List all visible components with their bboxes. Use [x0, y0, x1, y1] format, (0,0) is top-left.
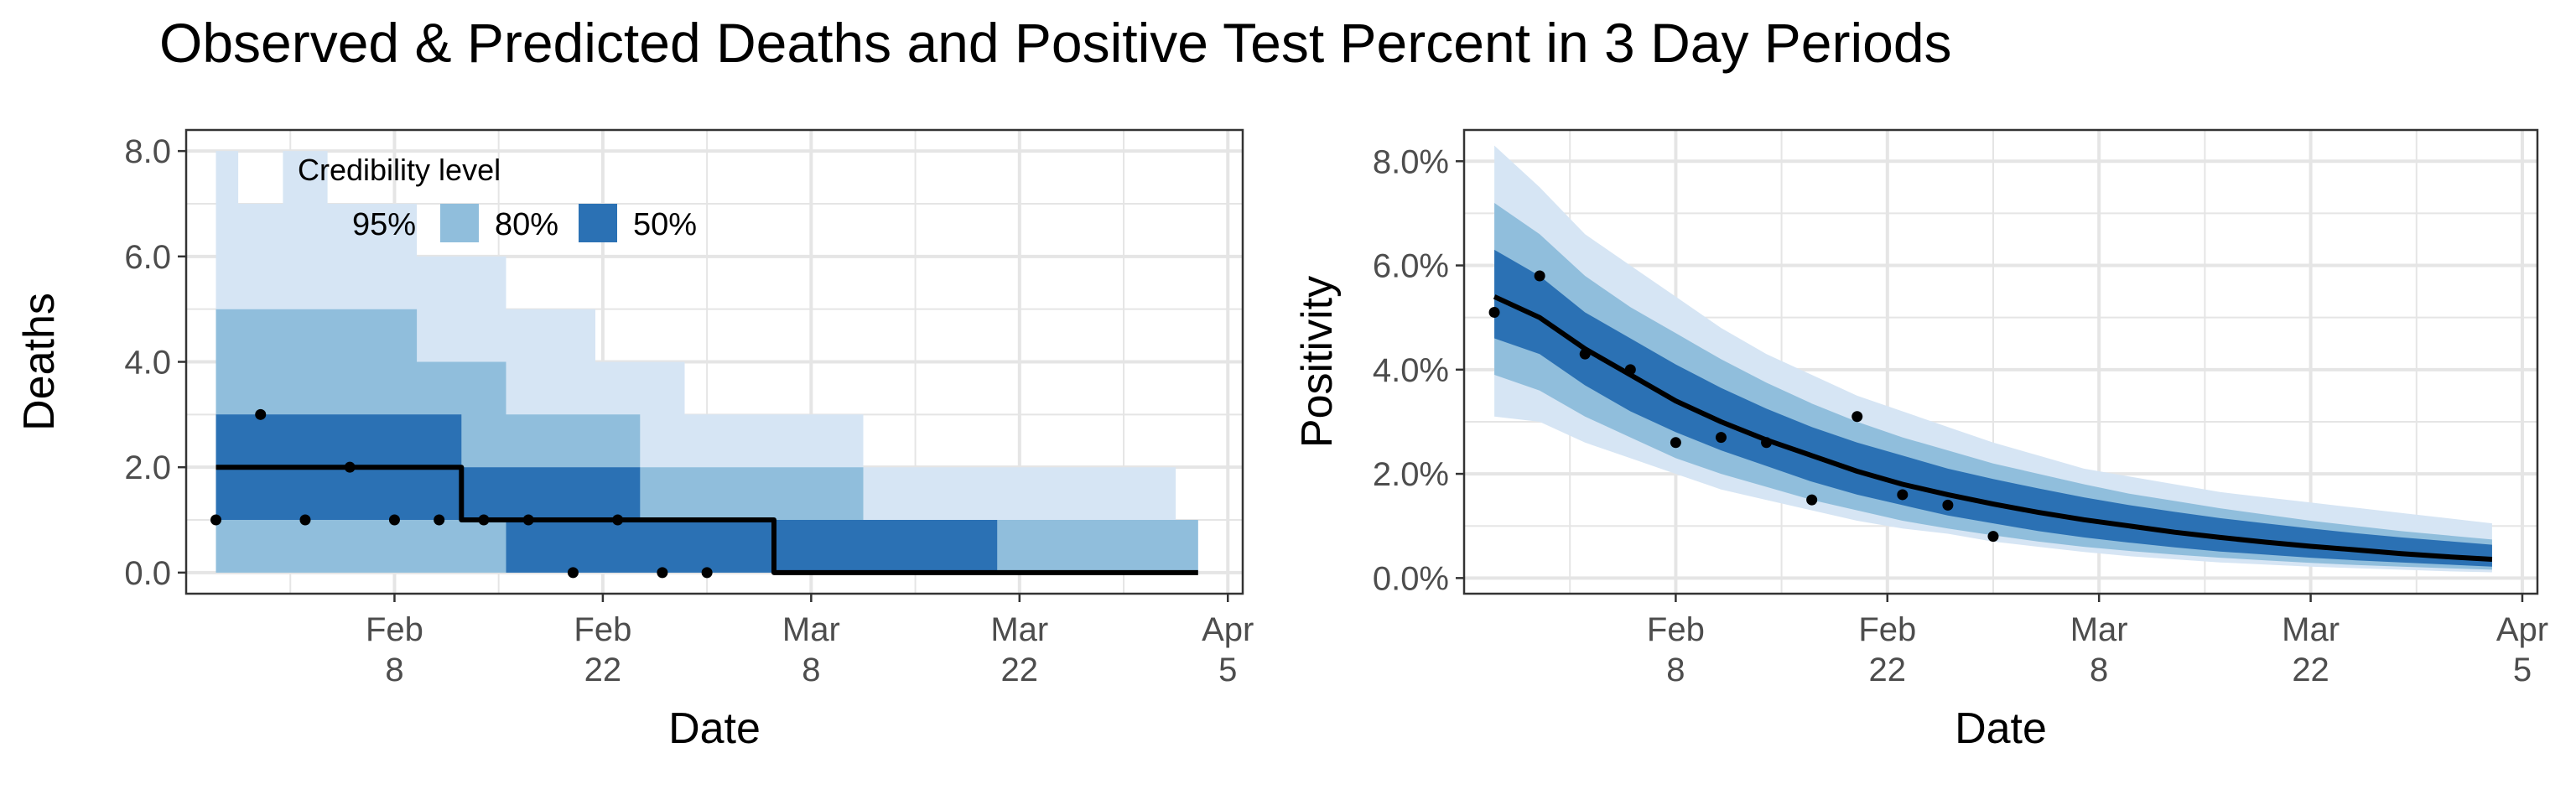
observed-point: [299, 514, 311, 526]
observed-point: [1897, 489, 1909, 501]
x-tick-label-month: Feb: [1647, 611, 1705, 648]
median-line: [1493, 294, 2493, 562]
observed-point: [1488, 306, 1500, 318]
y-tick-label: 0.0%: [1373, 560, 1449, 597]
legend-label: 80%: [495, 207, 558, 242]
x-tick-label-day: 5: [2513, 652, 2532, 688]
legend-key-50: [579, 204, 617, 242]
median-line: [216, 465, 1198, 575]
x-tick-label-month: Mar: [2070, 611, 2128, 648]
observed-point: [1624, 364, 1636, 376]
observed-point: [522, 514, 534, 526]
credibility-band-80: [1494, 203, 2492, 570]
legend-label: 95%: [352, 207, 416, 242]
observed-point: [255, 408, 267, 420]
x-tick-label-month: Apr: [1202, 611, 1254, 648]
observed-point: [1761, 437, 1773, 449]
y-tick-label: 6.0%: [1373, 248, 1449, 285]
observed-point: [478, 514, 490, 526]
x-tick-label-day: 22: [584, 652, 622, 688]
x-axis-title: Date: [1955, 704, 2047, 753]
legend-label: 50%: [633, 207, 697, 242]
x-tick-label-month: Mar: [2282, 611, 2340, 648]
observed-point: [657, 567, 668, 579]
x-tick-label-day: 22: [2292, 652, 2329, 688]
y-tick-label: 2.0%: [1373, 456, 1449, 493]
observed-point: [1579, 348, 1591, 360]
observed-point: [1852, 411, 1863, 423]
observed-point: [1987, 531, 1999, 543]
observed-point: [1806, 494, 1818, 506]
observed-point: [210, 514, 221, 526]
x-tick-label-day: 8: [2090, 652, 2108, 688]
x-tick-label-month: Feb: [366, 611, 423, 648]
y-tick-label: 8.0: [124, 133, 171, 170]
x-tick-label-month: Mar: [782, 611, 840, 648]
x-axis-title: Date: [668, 704, 761, 753]
observed-point: [701, 567, 713, 579]
legend-title: Credibility level: [298, 153, 501, 187]
x-tick-label-day: 8: [1666, 652, 1685, 688]
x-tick-label-month: Mar: [990, 611, 1048, 648]
x-tick-label-day: 22: [1869, 652, 1907, 688]
y-tick-label: 6.0: [124, 239, 171, 276]
observed-point: [1715, 432, 1727, 444]
legend-key-80: [440, 204, 479, 242]
y-tick-label: 8.0%: [1373, 143, 1449, 180]
y-axis-title: Deaths: [15, 293, 64, 431]
observed-point: [1534, 270, 1545, 282]
credibility-band-50: [216, 414, 1198, 573]
deaths-panel: 0.0 2.0 4.0 6.0 8.0 Feb 8 Feb 22 Mar 8 Mar 22 Apr 5 Dat…: [15, 128, 1254, 753]
x-tick-label-day: 8: [385, 652, 403, 688]
y-tick-label: 2.0: [124, 449, 171, 486]
observed-point: [1670, 437, 1681, 449]
x-tick-label-day: 8: [802, 652, 820, 688]
observed-point: [1942, 499, 1954, 511]
legend: Credibility level 95% 80% 50%: [298, 153, 697, 242]
figure-title: Observed & Predicted Deaths and Positive…: [159, 12, 1952, 74]
x-tick-label-month: Apr: [2496, 611, 2548, 648]
y-tick-label: 4.0: [124, 345, 171, 382]
positivity-panel: 0.0% 2.0% 4.0% 6.0% 8.0% Feb 8 Feb 22 Mar 8 Mar 22 Ap…: [1293, 128, 2548, 753]
x-tick-label-month: Feb: [574, 611, 631, 648]
observed-point: [434, 514, 445, 526]
x-tick-label-day: 22: [1001, 652, 1039, 688]
observed-point: [612, 514, 624, 526]
y-tick-label: 4.0%: [1373, 352, 1449, 389]
y-axis-title: Positivity: [1293, 276, 1342, 448]
x-tick-label-month: Feb: [1858, 611, 1916, 648]
observed-point: [344, 461, 356, 473]
x-tick-label-day: 5: [1218, 652, 1237, 688]
observed-point: [567, 567, 579, 579]
panel-border: [1462, 128, 2539, 595]
y-tick-label: 0.0: [124, 555, 171, 592]
observed-point: [388, 514, 400, 526]
